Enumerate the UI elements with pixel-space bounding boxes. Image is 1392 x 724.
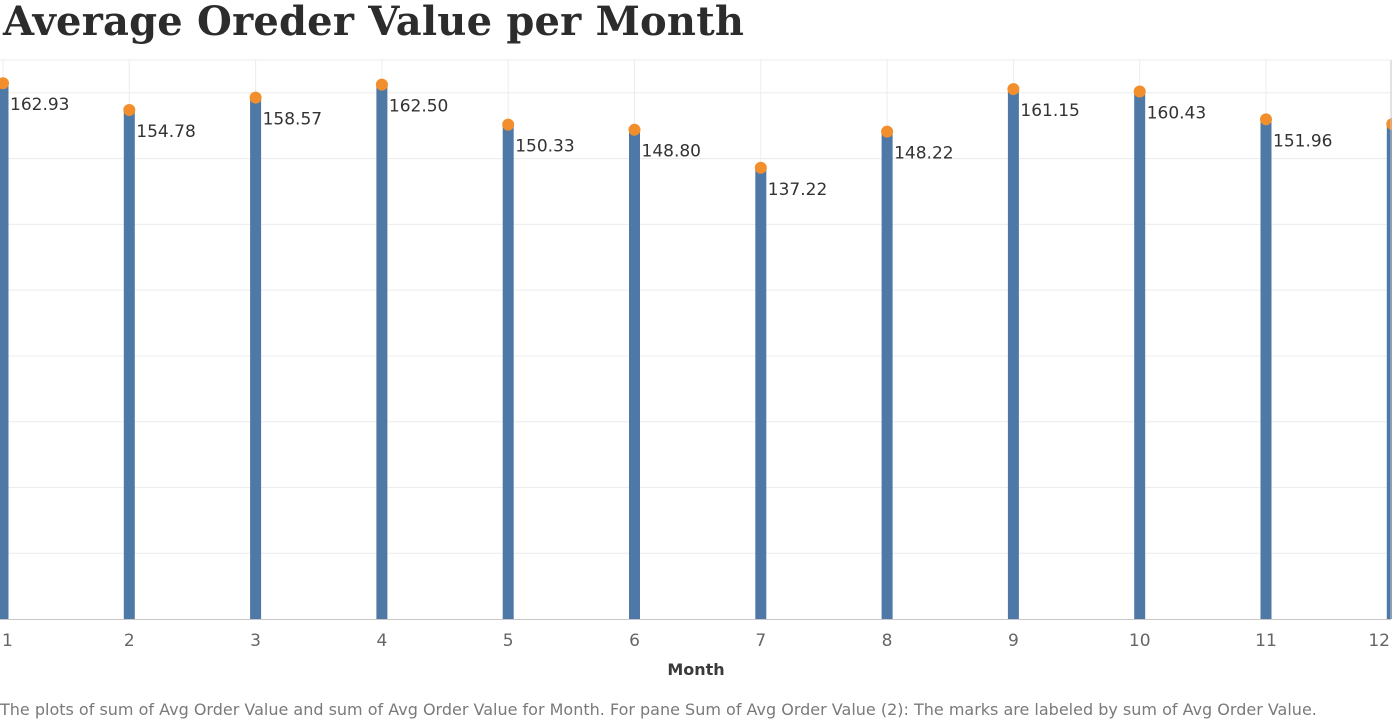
bar-month-4 [376, 84, 388, 620]
data-label-month-8: 148.22 [894, 144, 953, 164]
dot-month-4 [375, 78, 388, 91]
dot-month-10 [1133, 85, 1146, 98]
x-tick-label-7: 7 [755, 631, 766, 651]
chart-caption: The plots of sum of Avg Order Value and … [0, 700, 1317, 719]
x-tick-labels: 1 2 3 4 5 6 7 8 9 10 11 12 [2, 631, 1390, 651]
x-tick-label-8: 8 [882, 631, 893, 651]
data-label-month-7: 137.22 [768, 180, 827, 200]
x-tick-label-11: 11 [1255, 631, 1277, 651]
data-label-month-1: 162.93 [10, 95, 69, 115]
dot-month-6 [628, 123, 641, 136]
dot-month-3 [249, 91, 262, 104]
bar-month-2 [123, 110, 135, 620]
bar-month-7 [755, 167, 767, 620]
dot-month-5 [502, 118, 515, 131]
bar-month-6 [629, 129, 640, 620]
bar-month-3 [250, 97, 262, 619]
bar-month-1 [0, 83, 9, 620]
dot-month-1 [0, 77, 9, 90]
data-label-month-4: 162.50 [389, 97, 448, 117]
x-tick-label-1: 1 [2, 631, 13, 651]
dot-month-7 [754, 161, 767, 174]
bar-month-12 [1386, 124, 1392, 619]
data-label-month-9: 161.15 [1020, 101, 1079, 121]
data-label-month-10: 160.43 [1147, 103, 1206, 123]
dot-month-11 [1260, 113, 1272, 126]
x-axis-title: Month [667, 660, 725, 679]
x-tick-label-12: 12 [1368, 631, 1390, 651]
data-label-month-2: 154.78 [136, 122, 195, 142]
dots [0, 77, 1392, 174]
chart-plot: 162.93 154.78 158.57 162.50 150.33 148.80 137.… [0, 59, 1392, 651]
bar-month-9 [1007, 89, 1019, 619]
data-label-month-5: 150.33 [515, 137, 574, 157]
x-tick-label-4: 4 [376, 631, 387, 651]
bars [0, 83, 1392, 620]
data-label-month-3: 158.57 [263, 110, 322, 130]
chart-title: Average Oreder Value per Month [3, 0, 745, 45]
axes [0, 59, 1392, 620]
x-tick-label-3: 3 [250, 631, 261, 651]
x-tick-label-6: 6 [629, 631, 640, 651]
dot-month-2 [123, 104, 136, 117]
data-label-month-11: 151.96 [1273, 131, 1332, 151]
bar-month-8 [881, 131, 893, 619]
data-label-month-6: 148.80 [642, 142, 701, 162]
x-tick-label-9: 9 [1008, 631, 1019, 651]
dot-month-9 [1007, 83, 1020, 96]
bar-month-10 [1134, 91, 1146, 620]
dot-month-8 [881, 125, 894, 138]
x-tick-label-10: 10 [1129, 631, 1151, 651]
bar-month-5 [502, 124, 514, 619]
data-labels: 162.93 154.78 158.57 162.50 150.33 148.80 137.… [10, 95, 1332, 200]
x-tick-label-2: 2 [124, 631, 135, 651]
bar-month-11 [1260, 119, 1272, 619]
x-tick-label-5: 5 [503, 631, 514, 651]
